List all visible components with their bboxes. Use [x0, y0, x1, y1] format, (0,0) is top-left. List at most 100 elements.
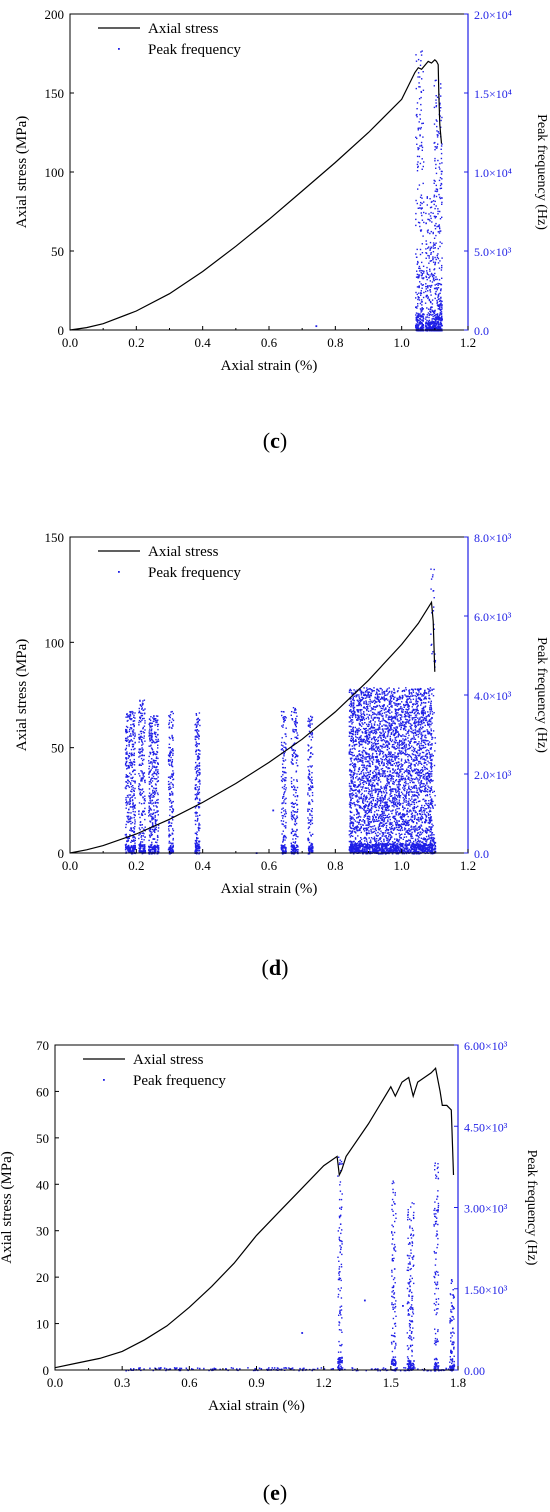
- frequency-point: [134, 735, 136, 738]
- frequency-point: [433, 142, 435, 144]
- frequency-point: [197, 755, 199, 757]
- frequency-point: [354, 732, 357, 734]
- frequency-point: [151, 822, 154, 824]
- frequency-point: [378, 807, 380, 809]
- frequency-point: [402, 738, 404, 740]
- frequency-point: [419, 225, 421, 228]
- frequency-point: [425, 718, 427, 720]
- frequency-point: [383, 709, 386, 711]
- frequency-point: [197, 846, 200, 848]
- frequency-point: [132, 802, 134, 804]
- frequency-point: [380, 791, 383, 793]
- frequency-point: [143, 735, 145, 737]
- frequency-point: [394, 731, 397, 734]
- frequency-point: [141, 792, 143, 795]
- x-axis-label: Axial strain (%): [221, 358, 318, 374]
- frequency-point: [403, 690, 406, 692]
- frequency-point: [425, 755, 427, 757]
- frequency-point: [420, 326, 423, 328]
- frequency-point: [292, 794, 295, 796]
- frequency-point: [419, 162, 422, 165]
- frequency-point: [143, 732, 146, 734]
- frequency-point: [439, 326, 441, 329]
- frequency-point: [142, 717, 144, 720]
- frequency-point: [416, 752, 419, 754]
- frequency-point: [283, 837, 285, 839]
- frequency-point: [435, 234, 437, 237]
- frequency-point: [154, 793, 156, 796]
- frequency-point: [148, 849, 150, 852]
- frequency-point: [168, 848, 170, 850]
- frequency-point: [414, 838, 417, 840]
- frequency-point: [156, 841, 158, 844]
- frequency-point: [172, 725, 174, 727]
- frequency-point: [282, 749, 284, 751]
- frequency-point: [358, 798, 360, 800]
- frequency-point: [153, 772, 156, 774]
- frequency-point: [154, 820, 157, 822]
- frequency-point: [369, 797, 371, 799]
- frequency-point: [416, 773, 418, 775]
- frequency-point: [134, 825, 136, 828]
- frequency-point: [422, 278, 424, 280]
- frequency-point: [172, 808, 174, 810]
- frequency-point: [168, 825, 170, 828]
- frequency-point: [195, 713, 197, 715]
- frequency-point: [399, 707, 401, 710]
- frequency-point: [153, 771, 155, 773]
- frequency-point: [171, 773, 173, 775]
- frequency-point: [391, 760, 393, 762]
- frequency-point: [291, 758, 293, 760]
- frequency-point: [155, 718, 157, 720]
- frequency-point: [296, 764, 299, 767]
- frequency-point: [127, 716, 129, 718]
- frequency-point: [281, 725, 283, 727]
- frequency-point: [292, 728, 294, 731]
- frequency-point: [143, 832, 145, 835]
- frequency-point: [144, 850, 146, 852]
- frequency-point: [152, 739, 154, 742]
- frequency-point: [422, 265, 425, 267]
- frequency-point: [363, 807, 366, 809]
- frequency-point: [398, 832, 400, 835]
- frequency-point: [378, 774, 381, 776]
- frequency-point: [396, 775, 398, 777]
- frequency-point: [154, 829, 156, 831]
- frequency-point: [197, 734, 199, 736]
- frequency-point: [154, 847, 156, 850]
- frequency-point: [379, 790, 382, 793]
- frequency-point: [195, 850, 198, 853]
- frequency-point: [431, 321, 433, 323]
- frequency-point: [309, 778, 312, 780]
- frequency-point: [125, 729, 127, 731]
- frequency-point: [144, 798, 146, 800]
- frequency-point: [434, 247, 436, 249]
- frequency-point: [138, 751, 140, 753]
- frequency-point: [294, 707, 296, 710]
- frequency-point: [150, 716, 152, 718]
- frequency-point: [362, 757, 364, 760]
- frequency-point: [283, 771, 285, 773]
- frequency-point: [195, 811, 197, 813]
- frequency-point: [310, 766, 312, 768]
- frequency-point: [149, 726, 151, 728]
- frequency-point: [352, 782, 354, 785]
- frequency-point: [195, 772, 198, 774]
- frequency-point: [285, 797, 287, 800]
- frequency-point: [401, 750, 403, 752]
- frequency-point: [171, 776, 173, 778]
- frequency-point: [125, 730, 128, 732]
- frequency-point: [362, 756, 364, 758]
- frequency-point: [363, 773, 365, 776]
- frequency-point: [150, 769, 152, 771]
- frequency-point: [353, 703, 355, 705]
- frequency-point: [149, 783, 151, 785]
- frequency-point: [169, 752, 171, 754]
- frequency-point: [389, 755, 392, 758]
- frequency-point: [417, 274, 420, 276]
- frequency-point: [352, 728, 354, 730]
- frequency-point: [426, 791, 429, 793]
- frequency-point: [151, 819, 153, 821]
- frequency-point: [128, 801, 130, 803]
- frequency-point: [172, 828, 174, 830]
